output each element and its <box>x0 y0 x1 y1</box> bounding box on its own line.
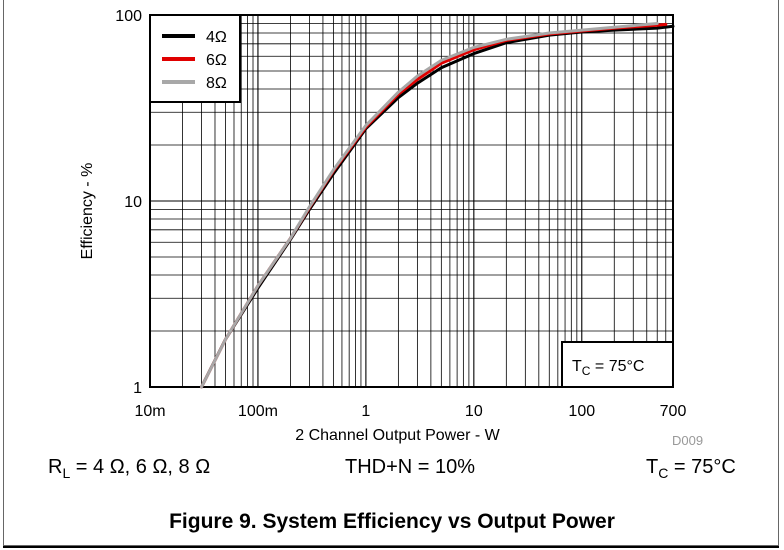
y-tick-label: 100 <box>115 8 142 25</box>
figure-frame <box>3 0 779 546</box>
figure-caption: Figure 9. System Efficiency vs Output Po… <box>169 510 615 533</box>
y-tick-label: 1 <box>133 380 142 397</box>
condition-load: RL = 4 Ω, 6 Ω, 8 Ω <box>48 456 211 481</box>
y-tick-label: 10 <box>124 194 142 211</box>
x-tick-label: 700 <box>660 403 687 420</box>
tc-annotation-box <box>561 341 674 388</box>
x-tick-label: 1 <box>361 403 370 420</box>
x-tick-label: 10 <box>465 403 483 420</box>
condition-temperature: TC = 75°C <box>646 456 736 481</box>
legend-label: 8Ω <box>206 75 227 92</box>
tc-annotation-text: TC = 75°C <box>572 358 644 378</box>
x-tick-label: 10m <box>134 403 165 420</box>
legend-label: 4Ω <box>206 29 227 46</box>
plot-border <box>149 14 674 388</box>
y-axis-label: Efficiency - % <box>79 163 96 260</box>
legend-label: 6Ω <box>206 52 227 69</box>
condition-thd: THD+N = 10% <box>345 456 476 478</box>
series-line-3 <box>200 22 659 389</box>
figure-id-watermark: D009 <box>672 433 703 448</box>
efficiency-chart: 10m 100m 1 10 100 700 1 10 100 2 Channel Output P… <box>79 8 703 448</box>
x-axis-label: 2 Channel Output Power - W <box>295 427 500 444</box>
bottom-rule <box>3 546 779 548</box>
x-tick-label: 100 <box>568 403 595 420</box>
x-tick-label: 100m <box>238 403 278 420</box>
